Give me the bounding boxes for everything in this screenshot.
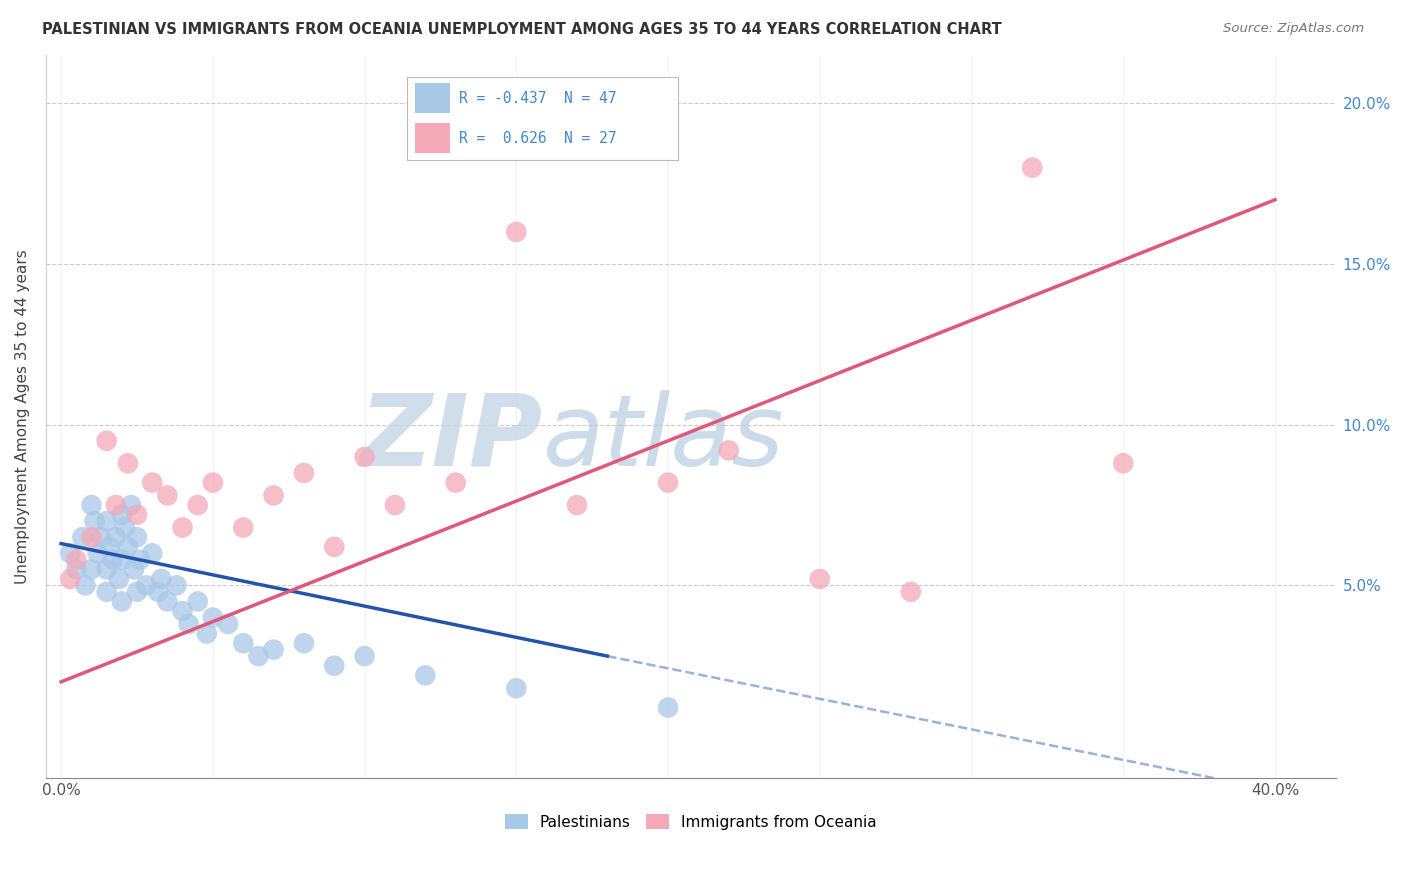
Point: [59, 572, 82, 586]
Point: [263, 488, 285, 502]
Text: Source: ZipAtlas.com: Source: ZipAtlas.com: [1223, 22, 1364, 36]
Point: [413, 668, 436, 682]
Point: [135, 578, 157, 592]
Point: [353, 649, 375, 664]
Point: [80, 498, 103, 512]
Text: ZIP: ZIP: [360, 390, 543, 487]
Point: [150, 572, 173, 586]
Point: [292, 466, 315, 480]
Point: [101, 552, 124, 566]
Point: [247, 649, 270, 664]
Point: [90, 530, 112, 544]
Point: [125, 508, 148, 522]
Point: [80, 562, 103, 576]
Point: [96, 434, 118, 448]
Point: [565, 498, 588, 512]
Point: [114, 520, 136, 534]
Point: [141, 546, 163, 560]
Point: [111, 594, 134, 608]
Point: [201, 475, 224, 490]
Point: [323, 540, 346, 554]
Point: [65, 562, 87, 576]
Point: [96, 562, 118, 576]
Text: atlas: atlas: [543, 390, 785, 487]
Point: [657, 475, 679, 490]
Point: [107, 572, 129, 586]
Point: [125, 584, 148, 599]
Point: [808, 572, 831, 586]
Point: [292, 636, 315, 650]
Point: [148, 584, 170, 599]
Point: [125, 530, 148, 544]
Point: [900, 584, 922, 599]
Point: [232, 636, 254, 650]
Point: [177, 617, 200, 632]
Legend: Palestinians, Immigrants from Oceania: Palestinians, Immigrants from Oceania: [499, 807, 883, 836]
Point: [156, 594, 179, 608]
Point: [217, 617, 239, 632]
Point: [122, 562, 145, 576]
Point: [195, 626, 218, 640]
Point: [96, 514, 118, 528]
Point: [156, 488, 179, 502]
Point: [75, 578, 97, 592]
Point: [1112, 456, 1135, 470]
Point: [104, 498, 127, 512]
Point: [263, 642, 285, 657]
Point: [353, 450, 375, 464]
Point: [172, 604, 194, 618]
Point: [129, 552, 152, 566]
Point: [111, 508, 134, 522]
Point: [166, 578, 188, 592]
Point: [717, 443, 740, 458]
Point: [120, 498, 142, 512]
Point: [505, 225, 527, 239]
Point: [201, 610, 224, 624]
Point: [72, 530, 94, 544]
Point: [96, 584, 118, 599]
Point: [187, 498, 209, 512]
Point: [117, 456, 139, 470]
Point: [98, 540, 121, 554]
Point: [86, 546, 108, 560]
Point: [141, 475, 163, 490]
Point: [59, 546, 82, 560]
Point: [83, 514, 105, 528]
Point: [117, 540, 139, 554]
Y-axis label: Unemployment Among Ages 35 to 44 years: Unemployment Among Ages 35 to 44 years: [15, 249, 30, 584]
Point: [323, 658, 346, 673]
Point: [172, 520, 194, 534]
Point: [657, 700, 679, 714]
Point: [232, 520, 254, 534]
Point: [444, 475, 467, 490]
Point: [1021, 161, 1043, 175]
Point: [384, 498, 406, 512]
Point: [104, 530, 127, 544]
Point: [505, 681, 527, 696]
Point: [111, 552, 134, 566]
Point: [80, 530, 103, 544]
Point: [65, 552, 87, 566]
Text: PALESTINIAN VS IMMIGRANTS FROM OCEANIA UNEMPLOYMENT AMONG AGES 35 TO 44 YEARS CO: PALESTINIAN VS IMMIGRANTS FROM OCEANIA U…: [42, 22, 1002, 37]
Point: [187, 594, 209, 608]
